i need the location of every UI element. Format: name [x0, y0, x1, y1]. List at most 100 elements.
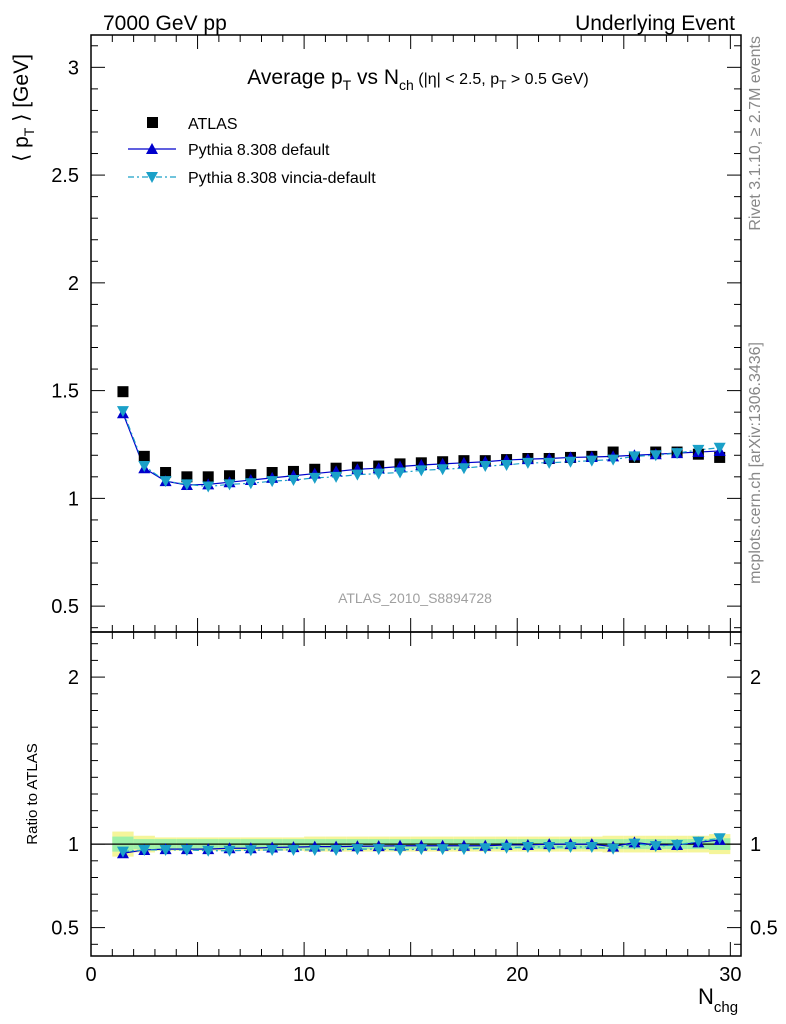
- ratio-series-layer: [116, 833, 726, 859]
- vincia-mc-point: [607, 454, 620, 466]
- vincia-mc-point: [543, 841, 556, 853]
- atlas-data-point: [138, 450, 150, 462]
- atlas-data-point: [714, 451, 726, 463]
- legend-label-atlas: ATLAS: [188, 116, 238, 133]
- vincia-mc-point: [543, 457, 556, 469]
- main-series-layer: [116, 386, 726, 493]
- ratio-y-tick-label-right: 2: [750, 667, 761, 689]
- ratio-y-tick-label-right: 1: [750, 834, 761, 856]
- vincia-mc-point: [394, 844, 407, 856]
- analysis-watermark: ATLAS_2010_S8894728: [338, 590, 492, 606]
- x-tick-label: 0: [85, 964, 96, 986]
- vincia-mc-point: [585, 841, 598, 853]
- legend-marker-default: [146, 143, 158, 154]
- vincia-mc-point: [244, 478, 257, 490]
- x-axis-label: Nchg: [698, 984, 738, 1016]
- vincia-mc-point: [351, 844, 364, 856]
- y-tick-label: 1.5: [51, 381, 79, 403]
- vincia-mc-point: [415, 844, 428, 856]
- vincia-mc-point: [308, 844, 321, 856]
- rivet-label: Rivet 3.1.10, ≥ 2.7M events: [747, 36, 764, 231]
- header-left: 7000 GeV pp: [103, 12, 227, 35]
- y-axis-label-ratio: Ratio to ATLAS: [24, 743, 41, 844]
- x-tick-label: 20: [506, 964, 528, 986]
- vincia-mc-point: [457, 844, 470, 856]
- vincia-mc-point: [649, 841, 662, 853]
- vincia-mc-point: [713, 442, 726, 454]
- vincia-mc-point: [138, 844, 151, 856]
- ratio-y-tick-label: 1: [68, 834, 79, 856]
- x-tick-label: 10: [293, 964, 315, 986]
- vincia-mc-point: [585, 455, 598, 467]
- vincia-mc-point: [159, 476, 172, 488]
- y-tick-label: 3: [68, 57, 79, 79]
- vincia-mc-point: [692, 444, 705, 456]
- vincia-mc-point: [479, 843, 492, 855]
- atlas-data-point: [202, 471, 214, 483]
- vincia-mc-point: [159, 844, 172, 856]
- ratio-y-tick-label: 0.5: [51, 918, 79, 940]
- vincia-mc-point: [564, 841, 577, 853]
- atlas-data-point: [181, 471, 193, 483]
- vincia-mc-point: [202, 481, 215, 493]
- vincia-mc-point: [266, 844, 279, 856]
- vincia-mc-point: [180, 479, 193, 491]
- vincia-mc-point: [500, 459, 513, 471]
- vincia-mc-point: [372, 844, 385, 856]
- vincia-mc-point: [266, 476, 279, 488]
- vincia-mc-point: [692, 836, 705, 848]
- vincia-mc-point: [436, 844, 449, 856]
- vincia-mc-point: [394, 467, 407, 479]
- vincia-mc-point: [308, 472, 321, 484]
- vincia-mc-point: [287, 844, 300, 856]
- vincia-mc-point: [372, 468, 385, 480]
- atlas-data-point: [160, 467, 172, 479]
- x-tick-label: 30: [719, 964, 741, 986]
- vincia-mc-point: [138, 461, 151, 473]
- vincia-mc-point: [436, 464, 449, 476]
- ratio-y-tick-label: 2: [68, 667, 79, 689]
- atlas-data-point: [117, 386, 129, 398]
- vincia-mc-point: [116, 846, 129, 858]
- vincia-mc-point: [457, 463, 470, 475]
- vincia-mc-point: [116, 406, 129, 418]
- vincia-mc-point: [521, 457, 534, 469]
- atlas-data-point: [224, 470, 236, 482]
- vincia-mc-point: [202, 845, 215, 857]
- legend-marker-vincia: [146, 172, 158, 183]
- y-tick-label: 2: [68, 273, 79, 295]
- vincia-mc-point: [287, 475, 300, 487]
- header-right: Underlying Event: [575, 12, 735, 35]
- y-tick-label: 0.5: [51, 596, 79, 618]
- vincia-mc-point: [713, 833, 726, 845]
- mcplots-label: mcplots.cern.ch [arXiv:1306.3436]: [747, 342, 764, 584]
- legend: ATLAS Pythia 8.308 default Pythia 8.308 …: [128, 116, 376, 187]
- vincia-mc-point: [628, 451, 641, 463]
- legend-label-default: Pythia 8.308 default: [188, 142, 330, 159]
- vincia-mc-point: [330, 471, 343, 483]
- vincia-mc-point: [223, 479, 236, 491]
- vincia-mc-point: [244, 845, 257, 857]
- vincia-mc-point: [628, 838, 641, 850]
- vincia-mc-point: [649, 450, 662, 462]
- vincia-mc-point: [180, 844, 193, 856]
- legend-label-vincia: Pythia 8.308 vincia-default: [188, 170, 376, 187]
- ratio-plot-frame: [90, 631, 742, 957]
- y-axis-label-main: ⟨ pT ⟩ [GeV]: [10, 54, 37, 162]
- y-tick-label: 2.5: [51, 165, 79, 187]
- legend-marker-atlas: [147, 117, 158, 128]
- vincia-mc-point: [671, 448, 684, 460]
- vincia-mc-point: [564, 456, 577, 468]
- vincia-mc-point: [351, 469, 364, 481]
- vincia-mc-point: [607, 843, 620, 855]
- ratio-y-tick-label-right: 0.5: [750, 918, 778, 940]
- vincia-mc-point: [671, 839, 684, 851]
- y-tick-label: 1: [68, 488, 79, 510]
- vincia-mc-point: [415, 465, 428, 477]
- x-axis-ticks: 0 10 20 30: [85, 35, 741, 986]
- vincia-mc-point: [521, 841, 534, 853]
- main-axis-ticks: 0.5 1 1.5 2 2.5 3: [51, 45, 741, 629]
- ratio-axis-ticks: 0.5 0.5 1 1 2 2: [51, 643, 778, 945]
- vincia-mc-point: [500, 842, 513, 854]
